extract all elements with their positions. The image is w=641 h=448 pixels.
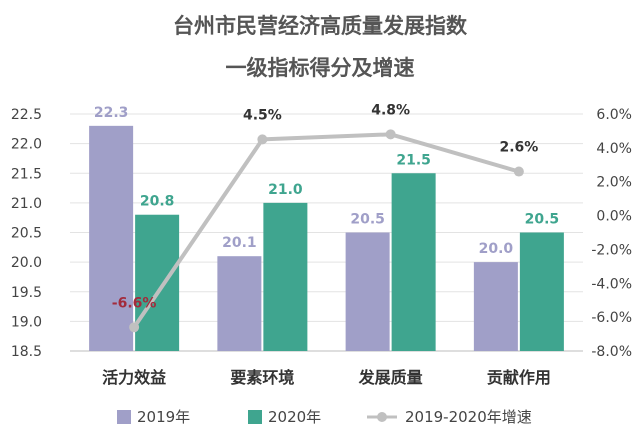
bar-data-label: 20.5 (350, 212, 385, 228)
bar-data-label: 20.5 (525, 212, 560, 228)
bar (263, 202, 308, 351)
left-tick-label: 18.5 (11, 344, 42, 360)
bar-data-label: 21.0 (268, 182, 303, 198)
legend-swatch (117, 410, 131, 424)
left-tick-label: 19.5 (11, 285, 42, 301)
right-tick-label: 0.0% (596, 209, 632, 225)
growth-point (129, 322, 140, 333)
chart-title: 台州市民营经济高质量发展指数 (173, 14, 468, 38)
bar (473, 262, 518, 351)
right-tick-label: -4.0% (591, 276, 632, 292)
right-axis: -8.0% -6.0% -4.0% -2.0% 0.0% 2.0% 4.0% 6.0% (591, 107, 632, 360)
growth-data-label: 2.6% (499, 140, 538, 156)
bar (519, 232, 564, 351)
bar (345, 232, 390, 351)
bar-data-label: 21.5 (396, 152, 431, 168)
line-series (129, 129, 524, 333)
legend-label: 2019-2020年增速 (405, 408, 532, 426)
right-tick-label: -6.0% (591, 310, 632, 326)
left-tick-label: 20.5 (11, 226, 42, 242)
bar-data-label: 20.0 (479, 241, 514, 257)
category-label: 活力效益 (102, 368, 166, 387)
growth-line (132, 132, 520, 329)
right-tick-label: -8.0% (591, 344, 632, 360)
right-tick-label: 2.0% (596, 175, 632, 191)
bar-data-label: 20.1 (222, 235, 257, 251)
left-tick-label: 21.0 (11, 196, 42, 212)
left-axis: 18.5 19.0 19.5 20.0 20.5 21.0 21.5 22.0 22.5 (11, 107, 42, 360)
right-tick-label: 6.0% (596, 107, 632, 123)
growth-data-label: 4.5% (243, 107, 282, 123)
legend: 2019年 2020年 2019-2020年增速 (117, 408, 532, 426)
category-axis: 活力效益 要素环境 发展质量 贡献作用 (102, 368, 551, 387)
bar (135, 214, 180, 351)
bar-data-label: 22.3 (94, 105, 129, 121)
data-labels: 22.3 20.8 20.1 21.0 20.5 21.5 20.0 20.5 -6.6% 4.5… (94, 102, 559, 311)
bar-series (89, 125, 564, 351)
chart-subtitle: 一级指标得分及增速 (226, 56, 415, 80)
growth-point (257, 134, 268, 145)
growth-point (513, 166, 524, 177)
legend-marker (377, 412, 387, 422)
category-label: 发展质量 (358, 368, 423, 387)
bar (89, 125, 134, 351)
bar (217, 256, 262, 351)
left-tick-label: 21.5 (11, 166, 42, 182)
right-tick-label: 4.0% (596, 141, 632, 157)
legend-swatch (248, 410, 262, 424)
bar-data-label: 20.8 (140, 194, 175, 210)
left-tick-label: 22.5 (11, 107, 42, 123)
growth-data-label: -6.6% (112, 295, 157, 311)
right-tick-label: -2.0% (591, 242, 632, 258)
category-label: 要素环境 (230, 368, 294, 387)
legend-label: 2019年 (137, 408, 190, 426)
category-label: 贡献作用 (487, 368, 551, 387)
growth-data-label: 4.8% (371, 102, 410, 118)
left-tick-label: 19.0 (11, 314, 42, 330)
left-tick-label: 22.0 (11, 137, 42, 153)
growth-point (385, 129, 396, 140)
legend-label: 2020年 (268, 408, 321, 426)
left-tick-label: 20.0 (11, 255, 42, 271)
bar (391, 173, 436, 351)
